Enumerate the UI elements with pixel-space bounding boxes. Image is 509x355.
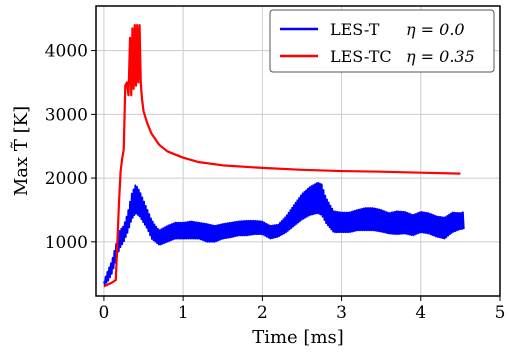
x-tick-label: 3 <box>336 303 347 323</box>
x-tick-label: 4 <box>415 303 426 323</box>
x-tick-label: 2 <box>257 303 268 323</box>
legend-box <box>269 9 495 73</box>
y-tick-label: 3000 <box>45 105 88 125</box>
y-tick-label: 1000 <box>45 233 88 253</box>
series-line-les-t <box>103 181 465 286</box>
series-layer <box>103 24 465 288</box>
legend-eta-les-tc: η = 0.35 <box>406 47 475 66</box>
legend-label-les-tc: LES-TC <box>330 47 392 66</box>
y-axis: 1000 2000 3000 4000 <box>45 42 96 253</box>
x-tick-label: 0 <box>99 303 110 323</box>
x-tick-label: 5 <box>495 303 506 323</box>
legend-label-les-t: LES-T <box>330 20 380 39</box>
y-tick-label: 2000 <box>45 169 88 189</box>
series-line-les-tc <box>103 24 461 288</box>
legend: LES-T η = 0.0 LES-TC η = 0.35 <box>269 9 495 73</box>
legend-eta-les-t: η = 0.0 <box>406 20 465 39</box>
x-axis: 0 1 2 3 4 5 <box>99 296 506 323</box>
x-axis-title: Time [ms] <box>252 327 344 348</box>
y-axis-title: Max T̃ [K] <box>10 106 32 196</box>
x-tick-label: 1 <box>178 303 189 323</box>
plot-frame <box>95 5 501 297</box>
y-tick-label: 4000 <box>45 42 88 62</box>
